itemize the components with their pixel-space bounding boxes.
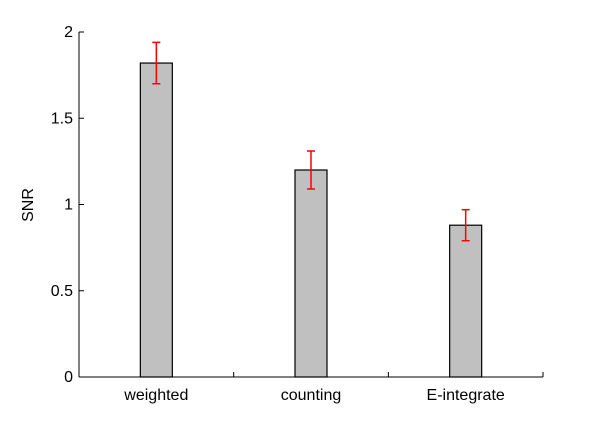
bar-weighted bbox=[139, 62, 173, 378]
x-category-label: weighted bbox=[123, 387, 188, 404]
plot-area: 0 0.5 1 1.5 2 weighted counting E-integrate bbox=[51, 24, 544, 404]
y-axis-label: SNR bbox=[20, 188, 37, 222]
x-category-label: E-integrate bbox=[427, 387, 505, 404]
y-tick-label: 1.5 bbox=[51, 110, 73, 127]
y-tick-label: 0 bbox=[64, 369, 73, 386]
y-tick-label: 0.5 bbox=[51, 283, 73, 300]
x-category-label: counting bbox=[281, 387, 342, 404]
bar-e-integrate bbox=[449, 224, 483, 378]
y-tick-label: 2 bbox=[64, 24, 73, 41]
y-tick-label: 1 bbox=[64, 197, 73, 214]
bar-counting bbox=[294, 169, 328, 378]
